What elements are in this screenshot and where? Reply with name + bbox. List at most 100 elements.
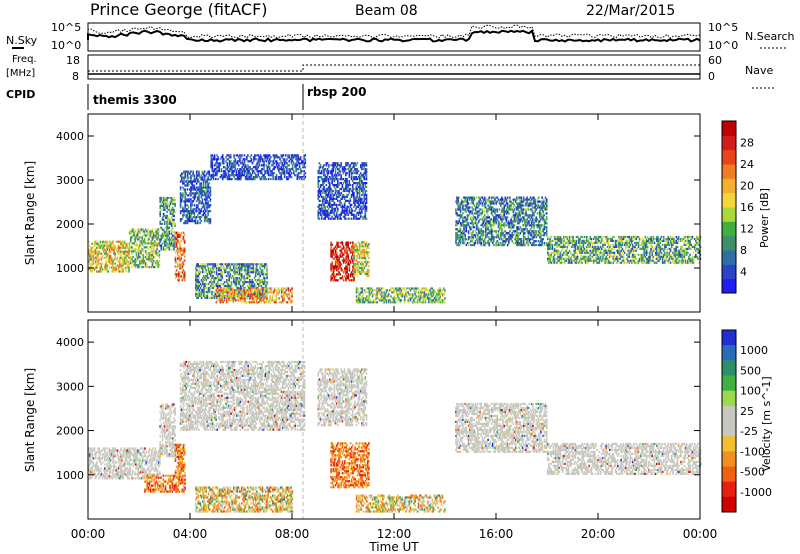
- power-cell: [330, 245, 332, 248]
- power-cell: [254, 271, 257, 274]
- power-cell: [458, 208, 461, 211]
- power-cell: [221, 292, 224, 296]
- power-cell: [274, 301, 276, 304]
- power-cell: [418, 297, 421, 300]
- power-cell: [170, 212, 173, 215]
- power-cell: [233, 294, 235, 297]
- power-cell: [254, 295, 257, 298]
- power-cell: [345, 174, 347, 177]
- power-cell: [235, 294, 237, 297]
- power-cell: [92, 256, 95, 259]
- power-cell: [341, 166, 344, 169]
- power-cell: [462, 218, 464, 221]
- power-cell: [229, 299, 231, 302]
- power-cell: [233, 295, 236, 298]
- power-cell: [440, 291, 443, 294]
- power-cell: [139, 262, 141, 265]
- power-cell: [235, 284, 237, 288]
- power-cell: [483, 206, 486, 209]
- power-cell: [341, 195, 344, 198]
- power-cell: [184, 188, 186, 191]
- power-cell: [187, 216, 190, 219]
- power-cell: [184, 190, 186, 193]
- power-cell: [164, 214, 166, 217]
- power-cell: [139, 250, 141, 253]
- power-cell: [358, 207, 361, 210]
- power-cell: [144, 246, 147, 249]
- power-cell: [432, 301, 435, 304]
- power-cell: [189, 198, 191, 201]
- power-cell: [204, 294, 206, 297]
- power-cell: [488, 208, 491, 211]
- power-cell: [208, 210, 211, 213]
- beam-label: Beam 08: [355, 3, 418, 19]
- power-cell: [358, 217, 361, 220]
- power-cell: [464, 234, 466, 237]
- power-cell: [189, 192, 191, 195]
- power-cell: [162, 212, 165, 215]
- power-cell: [186, 188, 189, 191]
- power-cell: [159, 210, 161, 213]
- power-cell: [362, 264, 364, 268]
- power-cell: [470, 202, 472, 205]
- power-cell: [208, 192, 211, 195]
- power-cell: [510, 220, 512, 223]
- power-cell: [333, 184, 336, 187]
- power-cell: [467, 232, 470, 235]
- power-cell: [434, 295, 437, 298]
- power-cell: [159, 204, 161, 208]
- power-cell: [196, 275, 198, 278]
- power-cell: [503, 208, 505, 211]
- power-cell: [183, 279, 186, 282]
- power-cell: [320, 189, 323, 193]
- power-cell: [182, 206, 184, 209]
- power-cell: [166, 218, 168, 221]
- power-cell: [295, 166, 297, 169]
- power-cell: [478, 196, 480, 199]
- power-cell: [162, 196, 165, 200]
- power-cell: [479, 202, 481, 205]
- power-cell: [373, 293, 375, 296]
- power-cell: [178, 275, 180, 278]
- power-cell: [355, 172, 357, 175]
- power-cell: [291, 156, 294, 159]
- cpid-row: CPID themis 3300 rbsp 200: [6, 84, 366, 110]
- power-cell: [209, 218, 212, 221]
- power-cell: [204, 283, 206, 286]
- power-cell: [142, 234, 145, 237]
- power-cell: [221, 277, 224, 280]
- power-cell: [249, 263, 251, 266]
- power-cell: [360, 251, 362, 254]
- power-cell: [385, 291, 388, 294]
- power-cell: [480, 234, 482, 237]
- power-cell: [364, 299, 367, 302]
- power-cell: [280, 178, 282, 181]
- power-cell: [343, 187, 346, 191]
- power-cell: [166, 242, 168, 245]
- power-cell: [264, 158, 266, 161]
- power-cell: [151, 266, 154, 269]
- power-cell: [236, 174, 239, 177]
- power-cell: [141, 244, 143, 247]
- power-cell: [228, 176, 231, 179]
- power-cell: [270, 291, 273, 294]
- power-cell: [472, 230, 474, 233]
- power-cell: [444, 289, 446, 292]
- power-cell: [191, 202, 193, 205]
- power-cell: [219, 263, 221, 266]
- power-cell: [465, 210, 468, 213]
- power-cell: [173, 240, 175, 243]
- power-cell: [345, 195, 347, 198]
- power-cell: [236, 176, 239, 179]
- power-cell: [143, 234, 146, 237]
- power-cell: [475, 226, 478, 229]
- power-cell: [112, 268, 114, 271]
- power-cell: [302, 166, 304, 169]
- power-cell: [190, 190, 192, 193]
- power-cell: [489, 228, 492, 231]
- power-cell: [458, 228, 461, 231]
- power-cell: [205, 184, 207, 187]
- power-cell: [205, 275, 207, 278]
- power-cell: [337, 269, 339, 272]
- power-cell: [195, 170, 198, 173]
